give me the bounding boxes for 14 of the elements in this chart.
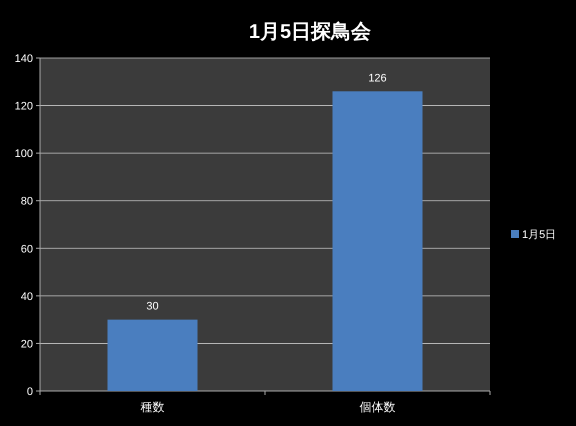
y-tick-label: 120 — [14, 100, 33, 113]
y-tick-label: 40 — [20, 290, 33, 303]
legend-label: 1月5日 — [522, 229, 556, 241]
data-label: 30 — [146, 300, 159, 313]
data-label: 126 — [368, 72, 387, 84]
x-tick-label: 個体数 — [360, 400, 396, 414]
y-tick-label: 60 — [20, 243, 33, 256]
chart-title: 1月5日探鳥会 — [248, 21, 372, 43]
x-tick-label: 種数 — [140, 400, 164, 414]
y-tick-label: 20 — [20, 338, 33, 350]
y-tick-label: 80 — [20, 196, 33, 208]
y-tick-label: 140 — [14, 53, 33, 65]
y-tick-label: 0 — [26, 386, 33, 398]
y-tick-label: 100 — [14, 148, 33, 160]
